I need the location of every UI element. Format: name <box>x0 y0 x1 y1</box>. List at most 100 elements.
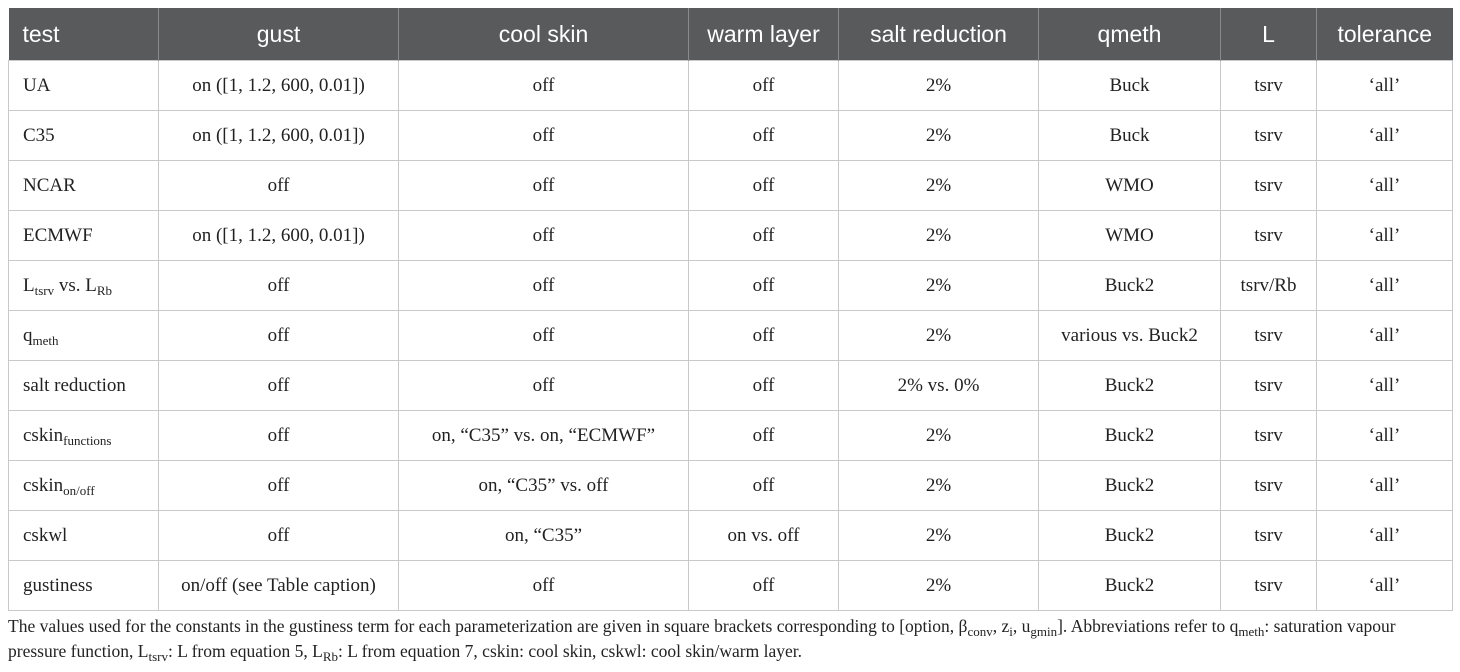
table-cell: cskwl <box>8 510 159 561</box>
table-cell: ‘all’ <box>1316 510 1453 561</box>
table-cell: off <box>688 410 839 461</box>
table-cell: 2% <box>838 110 1039 161</box>
table-body: UA on ([1, 1.2, 600, 0.01]) off off 2% Buck ts… <box>8 60 1453 611</box>
table-cell: Buck2 <box>1038 560 1221 611</box>
table-cell: on ([1, 1.2, 600, 0.01]) <box>158 210 399 261</box>
subscript: functions <box>63 432 112 448</box>
table-row: cskwl off on, “C35” on vs. off 2% Buck2 tsrv ‘a… <box>8 510 1453 561</box>
column-header: qmeth <box>1038 8 1221 61</box>
table-cell: Ltsrv vs. LRb <box>8 260 159 311</box>
table-cell: ‘all’ <box>1316 310 1453 361</box>
table-cell: Buck2 <box>1038 410 1221 461</box>
text-segment: , z <box>992 616 1010 636</box>
table-cell: Buck <box>1038 110 1221 161</box>
table-cell: Buck2 <box>1038 360 1221 411</box>
subscript: conv <box>967 624 993 639</box>
table-cell: 2% vs. 0% <box>838 360 1039 411</box>
text-segment: : L from equation 7, cskin: cool skin, c… <box>338 641 802 661</box>
text-segment: cskin <box>23 424 64 446</box>
table-row: NCAR off off off 2% WMO tsrv ‘all’ <box>8 160 1453 211</box>
table-cell: tsrv <box>1220 210 1317 261</box>
subscript: on/off <box>63 482 95 498</box>
table-row: cskinfunctions off on, “C35” vs. on, “ECMW… <box>8 410 1453 461</box>
table-cell: tsrv <box>1220 510 1317 561</box>
table-row: ECMWF on ([1, 1.2, 600, 0.01]) off off 2% WMO… <box>8 210 1453 261</box>
table-cell: ‘all’ <box>1316 560 1453 611</box>
subscript: Rb <box>322 649 338 664</box>
table-cell: tsrv <box>1220 160 1317 211</box>
column-header: test <box>8 8 159 61</box>
table-row: cskinon/off off on, “C35” vs. off off 2% Buck… <box>8 460 1453 511</box>
table-cell: tsrv <box>1220 110 1317 161</box>
table-cell: 2% <box>838 460 1039 511</box>
table-cell: 2% <box>838 560 1039 611</box>
table-cell: tsrv <box>1220 410 1317 461</box>
table-cell: on ([1, 1.2, 600, 0.01]) <box>158 110 399 161</box>
subscript: meth <box>32 332 59 348</box>
column-header: L <box>1220 8 1317 61</box>
table-row: salt reduction off off off 2% vs. 0% Buck2 tsr… <box>8 360 1453 411</box>
table-cell: various vs. Buck2 <box>1038 310 1221 361</box>
table-cell: off <box>688 260 839 311</box>
table-cell: Buck2 <box>1038 510 1221 561</box>
table-cell: 2% <box>838 410 1039 461</box>
table-cell: on/off (see Table caption) <box>158 560 399 611</box>
table-cell: off <box>398 210 689 261</box>
table: test gust cool skin warm layer salt reductio… <box>8 8 1453 611</box>
text-segment: , u <box>1012 616 1031 636</box>
subscript: tsrv <box>34 282 55 298</box>
table-cell: off <box>688 160 839 211</box>
table-cell: Buck2 <box>1038 460 1221 511</box>
table-cell: off <box>158 260 399 311</box>
table-cell: off <box>688 310 839 361</box>
subscript: Rb <box>96 282 113 298</box>
subscript: gmin <box>1030 624 1058 639</box>
table-cell: ‘all’ <box>1316 260 1453 311</box>
table-cell: ECMWF <box>8 210 159 261</box>
table-cell: off <box>688 560 839 611</box>
text-segment: The values used for the constants in the… <box>8 616 968 636</box>
table-cell: WMO <box>1038 160 1221 211</box>
table-cell: off <box>158 460 399 511</box>
table-cell: cskinfunctions <box>8 410 159 461</box>
table-cell: off <box>158 410 399 461</box>
column-header: cool skin <box>398 8 689 61</box>
table-cell: on, “C35” vs. on, “ECMWF” <box>398 410 689 461</box>
table-cell: Buck2 <box>1038 260 1221 311</box>
table-cell: off <box>398 60 689 111</box>
header-row: test gust cool skin warm layer salt reductio… <box>8 8 1453 61</box>
subscript: tsrv <box>148 649 168 664</box>
column-header: salt reduction <box>838 8 1039 61</box>
table-cell: off <box>158 310 399 361</box>
text-segment: L <box>23 274 35 296</box>
table-cell: on, “C35” vs. off <box>398 460 689 511</box>
table-cell: off <box>688 360 839 411</box>
table-row: C35 on ([1, 1.2, 600, 0.01]) off off 2% Buck t… <box>8 110 1453 161</box>
table-cell: off <box>158 360 399 411</box>
table-cell: salt reduction <box>8 360 159 411</box>
table-row: UA on ([1, 1.2, 600, 0.01]) off off 2% Buck ts… <box>8 60 1453 111</box>
table-cell: gustiness <box>8 560 159 611</box>
table-cell: off <box>158 510 399 561</box>
table-cell: off <box>688 60 839 111</box>
table-cell: off <box>398 310 689 361</box>
table-cell: on vs. off <box>688 510 839 561</box>
text-segment: : saturation vapour pressure function, L <box>8 616 1396 661</box>
column-header: warm layer <box>688 8 839 61</box>
table-cell: off <box>398 360 689 411</box>
table-cell: off <box>688 210 839 261</box>
table-cell: on, “C35” <box>398 510 689 561</box>
table-row: Ltsrv vs. LRb off off off 2% Buck2 tsrv/Rb ‘all… <box>8 260 1453 311</box>
table-cell: ‘all’ <box>1316 460 1453 511</box>
table-cell: on ([1, 1.2, 600, 0.01]) <box>158 60 399 111</box>
table-cell: NCAR <box>8 160 159 211</box>
table-cell: tsrv <box>1220 360 1317 411</box>
table-cell: off <box>398 560 689 611</box>
table-cell: qmeth <box>8 310 159 361</box>
table-cell: tsrv/Rb <box>1220 260 1317 311</box>
column-header: tolerance <box>1316 8 1453 61</box>
table-cell: off <box>688 460 839 511</box>
table-cell: tsrv <box>1220 560 1317 611</box>
table-cell: ‘all’ <box>1316 210 1453 261</box>
